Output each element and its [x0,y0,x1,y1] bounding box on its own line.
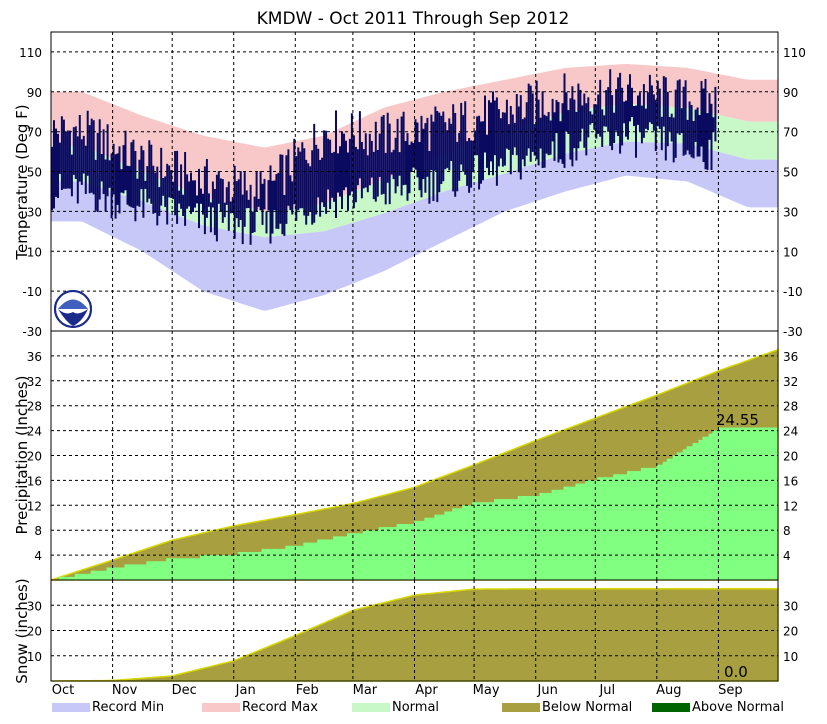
temperature-tick-right: 70 [783,126,798,140]
precipitation-panel: 4 4 8 8 12 12 16 16 20 20 24 24 28 28 32 32 36 36 Precipi… [13,331,798,581]
legend-label: Above Normal [692,700,784,715]
precipitation-tick-right: 20 [783,450,798,464]
month-label: May [473,683,500,698]
precipitation-tick-left: 12 [27,499,42,513]
month-label: Jan [235,683,256,698]
temperature-tick-right: -30 [783,325,803,339]
month-label: Aug [656,683,681,698]
legend-swatch [352,703,390,712]
snow-tick-left: 30 [27,599,42,613]
snow-tick-right: 30 [783,599,798,613]
precipitation-tick-right: 28 [783,400,798,414]
month-label: Dec [172,683,197,698]
legend-label: Normal [392,700,439,715]
legend-label: Below Normal [542,700,632,715]
legend-label: Record Max [242,700,318,715]
temperature-panel: -30 -30 -10 -10 10 10 30 30 50 50 70 70 90 90 110 110 T… [13,32,806,339]
temperature-tick-left: 90 [27,86,42,100]
precipitation-tick-left: 8 [34,524,42,538]
temperature-tick-left: -10 [22,285,42,299]
month-label: Mar [353,683,378,698]
precipitation-axis-label: Precipitation (Inches) [13,376,31,535]
temperature-tick-right: 90 [783,86,798,100]
temperature-tick-left: 30 [27,205,42,219]
legend-swatch [202,703,240,712]
snow-tick-right: 20 [783,625,798,639]
chart-title: KMDW - Oct 2011 Through Sep 2012 [257,9,570,29]
temperature-tick-right: 110 [783,46,806,60]
precipitation-tick-left: 32 [27,375,42,389]
legend-label: Record Min [92,700,164,715]
temperature-tick-right: -10 [783,285,803,299]
precipitation-tick-left: 16 [27,474,42,488]
precipitation-tick-right: 32 [783,375,798,389]
observed-precipitation-area [51,427,778,580]
precipitation-tick-right: 12 [783,499,798,513]
legend-swatch [652,703,690,712]
snow-panel: 10 10 20 20 30 30 Snow (inches) 0.0 [13,578,798,683]
month-label: Oct [52,683,74,698]
temperature-axis-label: Temperature (Deg F) [13,104,31,260]
temperature-tick-right: 50 [783,166,798,180]
snow-frame [50,579,779,682]
temperature-tick-left: 10 [27,245,42,259]
temperature-tick-left: 50 [27,166,42,180]
snow-axis-label: Snow (inches) [13,578,31,683]
month-label: Jun [537,683,558,698]
precipitation-tick-left: 36 [27,350,42,364]
precipitation-tick-left: 24 [27,425,42,439]
legend-swatch [52,703,90,712]
temperature-tick-right: 10 [783,245,798,259]
precipitation-tick-left: 28 [27,400,42,414]
legend-swatch [502,703,540,712]
precipitation-tick-right: 16 [783,474,798,488]
precipitation-tick-right: 4 [783,549,791,563]
snow-tick-left: 10 [27,650,42,664]
temperature-tick-left: -30 [22,325,42,339]
precipitation-tick-left: 4 [34,549,42,563]
snow-final-value: 0.0 [724,663,748,681]
precipitation-final-value: 24.55 [716,411,759,429]
temperature-tick-left: 110 [19,46,42,60]
month-label: Feb [296,683,319,698]
noaa-logo-icon [54,290,92,328]
snow-tick-right: 10 [783,650,798,664]
month-label: Apr [415,683,438,698]
precipitation-tick-left: 20 [27,450,42,464]
temperature-tick-left: 70 [27,126,42,140]
precipitation-tick-right: 36 [783,350,798,364]
month-label: Nov [112,683,138,698]
month-label: Jul [598,683,615,698]
legend: Record Min Record Max Normal Below Normal Ab… [52,700,784,715]
precipitation-tick-right: 24 [783,425,798,439]
temperature-tick-right: 30 [783,205,798,219]
month-label: Sep [718,683,743,698]
snow-tick-left: 20 [27,625,42,639]
precipitation-tick-right: 8 [783,524,791,538]
